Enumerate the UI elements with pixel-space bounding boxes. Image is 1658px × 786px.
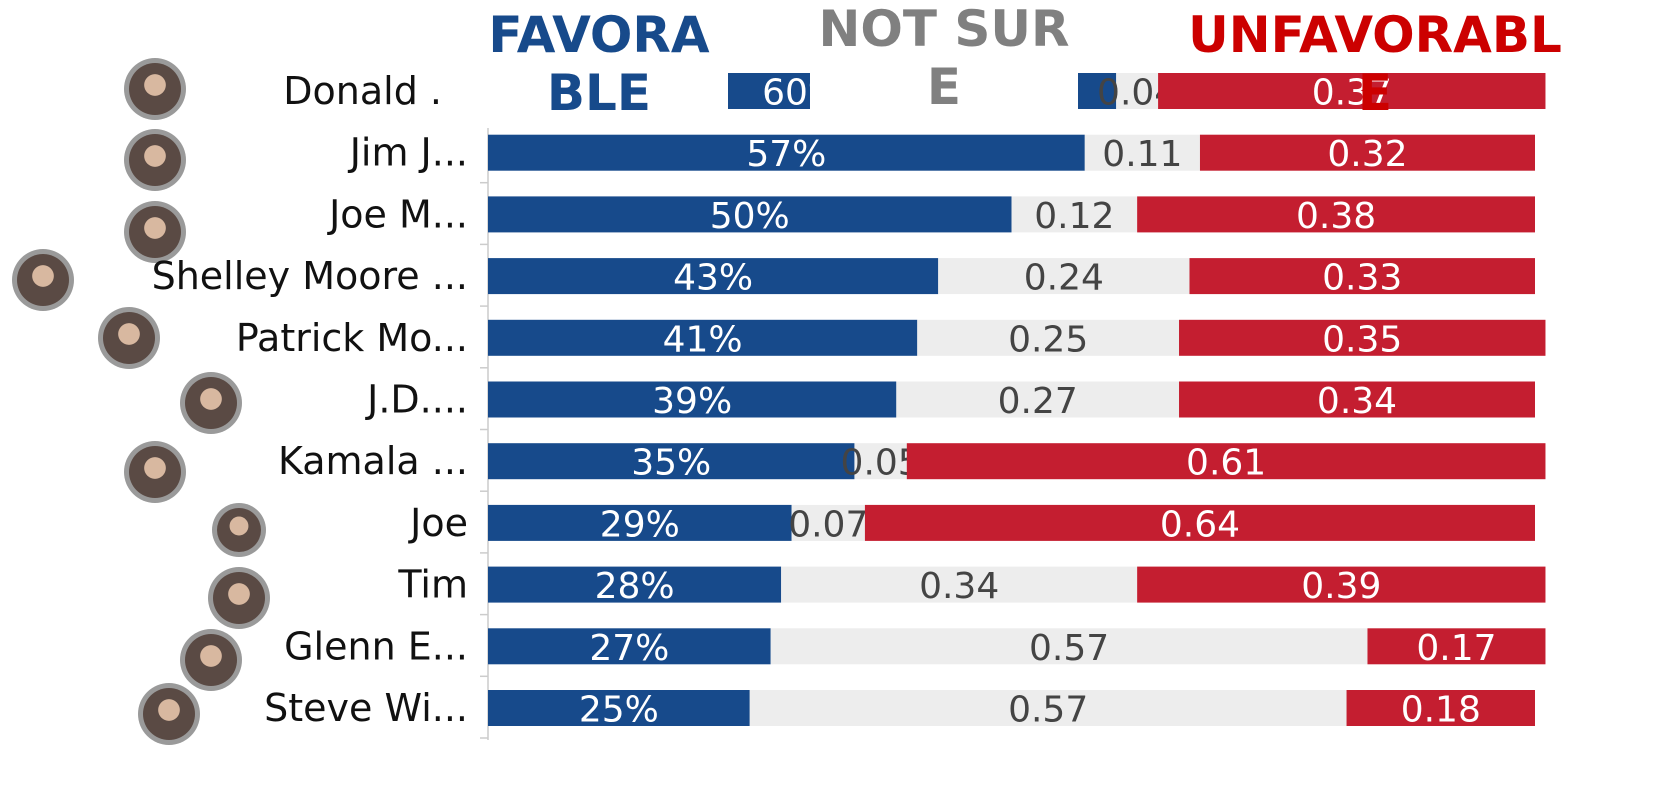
bar-segment: [864, 504, 1535, 541]
bar-segment: [781, 566, 1138, 603]
value-label: 0.57: [1008, 690, 1088, 731]
bar-segment: [1084, 134, 1200, 171]
bar-segment: [917, 319, 1180, 356]
bar-segment: [488, 196, 1012, 233]
value-label: 0.33: [1322, 258, 1402, 299]
bar-segment: [1179, 319, 1546, 356]
bar-segment: [488, 258, 939, 295]
bar-segment: [1179, 381, 1535, 418]
value-label: 50%: [710, 196, 790, 237]
bar-segment: [488, 690, 750, 726]
bar-segment: [1137, 196, 1535, 233]
photo-face: [144, 217, 166, 239]
header-not-sure: NOT SURE: [810, 0, 1078, 116]
bar-segment: [488, 566, 782, 603]
bar-segment: [488, 628, 771, 665]
bar-segment: [1346, 690, 1535, 726]
bar-segment: [749, 690, 1347, 726]
value-label: 0.61: [1186, 443, 1266, 484]
photo-face: [229, 516, 249, 536]
category-label: Shelley Moore ...: [152, 254, 468, 298]
bar-segment: [1011, 196, 1138, 233]
photo-face: [32, 265, 54, 287]
value-label: 0.27: [998, 381, 1078, 422]
value-label: 0.38: [1296, 196, 1376, 237]
photo-face: [228, 583, 250, 605]
value-label: 0.34: [1317, 381, 1397, 422]
value-label: 39%: [652, 381, 732, 422]
value-label: 0.34: [919, 566, 999, 607]
bar-segment: [854, 443, 907, 480]
bar-segment: [1116, 73, 1159, 109]
bar-segment: [488, 504, 792, 541]
category-label: Steve Wi...: [264, 686, 468, 730]
bar-segment: [488, 381, 897, 418]
category-label: Patrick Mo...: [236, 316, 468, 360]
value-label: 0.35: [1322, 319, 1402, 360]
value-label: 41%: [663, 319, 743, 360]
bar-segment: [1199, 134, 1535, 171]
value-label: 0.07: [788, 504, 868, 545]
category-label: Joe: [408, 501, 468, 545]
value-label: 0.32: [1327, 134, 1407, 175]
value-label: 0.64: [1160, 504, 1240, 545]
value-label: 35%: [631, 443, 711, 484]
category-label: Donald .: [283, 69, 442, 113]
photo-face: [144, 145, 166, 167]
value-label: 0.11: [1102, 134, 1182, 175]
header-favorable: FAVORABLE: [470, 6, 728, 122]
bar-segment: [1367, 628, 1546, 665]
value-label: 29%: [600, 504, 680, 545]
category-label: Kamala ...: [278, 439, 468, 483]
photo-face: [158, 699, 180, 721]
value-label: 28%: [595, 566, 675, 607]
category-label: J.D....: [365, 378, 468, 422]
category-label: Jim J...: [348, 131, 468, 175]
photo-face: [144, 457, 166, 479]
bar-segment: [488, 319, 918, 356]
value-label: 0.12: [1034, 196, 1114, 237]
value-label: 0.37: [1312, 73, 1392, 114]
bar-segment: [1158, 73, 1546, 109]
bar-segment: [488, 134, 1085, 171]
photo-face: [200, 388, 222, 410]
value-label: 0.24: [1024, 258, 1104, 299]
bar-segment: [791, 504, 865, 541]
bar-segment: [770, 628, 1368, 665]
value-label: 0.57: [1029, 628, 1109, 669]
value-label: 0.18: [1401, 690, 1481, 731]
bar-segment: [906, 443, 1546, 480]
value-label: 43%: [673, 258, 753, 299]
value-label: 0.17: [1416, 628, 1496, 669]
photo-face: [144, 74, 166, 96]
category-label: Joe M...: [327, 192, 468, 236]
value-label: 25%: [579, 690, 659, 731]
value-label: 0.39: [1301, 566, 1381, 607]
photo-face: [200, 645, 222, 667]
bar-segment: [896, 381, 1180, 418]
bar-segment: [488, 443, 855, 480]
header-unfavorable: UNFAVORABLE: [1188, 6, 1562, 122]
bar-segment: [1137, 566, 1546, 603]
value-label: 0.25: [1008, 319, 1088, 360]
value-label: 57%: [746, 134, 826, 175]
category-label: Glenn E...: [284, 624, 468, 668]
bar-segment: [938, 258, 1190, 295]
category-label: Tim: [397, 563, 468, 607]
bar-segment: [1189, 258, 1535, 295]
photo-face: [118, 323, 140, 345]
value-label: 27%: [589, 628, 669, 669]
